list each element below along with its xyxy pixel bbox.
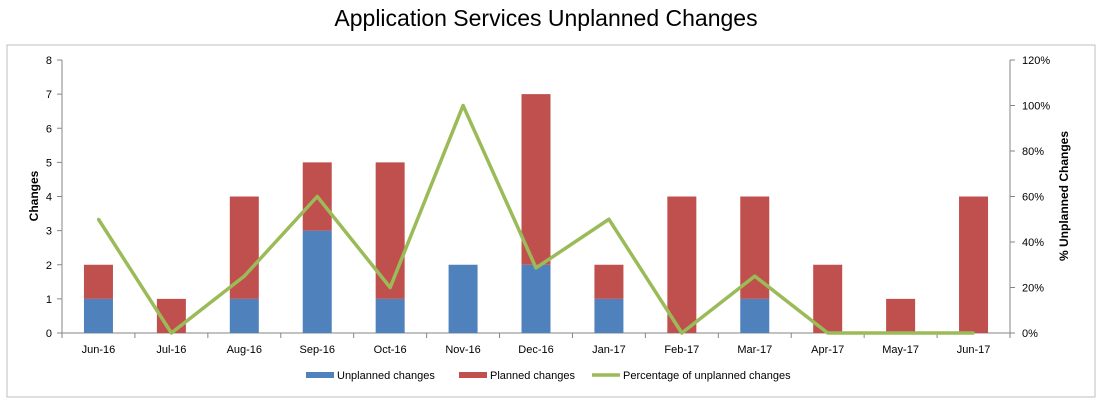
x-tick-label: Feb-17 [664,344,699,356]
legend-label: Percentage of unplanned changes [623,370,791,382]
y2-tick-label: 120% [1022,55,1050,67]
x-tick-label: Apr-17 [811,344,844,356]
bar-planned-changes [959,196,989,333]
legend-swatch [306,372,334,378]
percentage-point [388,286,392,289]
percentage-point [315,195,319,198]
percentage-point [680,331,684,335]
bar-unplanned-changes [229,298,259,333]
percentage-point [972,331,976,335]
bar-unplanned-changes [740,298,770,333]
y-axis-title: Changes [27,170,41,221]
y-tick-label: 4 [46,192,52,204]
legend: Unplanned changes Planned changes Percenta… [306,370,791,382]
bar-planned-changes [667,196,697,333]
bar-planned-changes [83,264,113,299]
y-tick-label: 7 [46,89,52,101]
y2-tick-label: 80% [1022,146,1044,158]
y-tick-label: 6 [46,123,52,135]
bar-planned-changes [521,94,551,265]
x-tick-label: Jan-17 [592,344,626,356]
y2-tick-label: 0% [1022,328,1038,340]
legend-swatch [459,372,487,378]
percentage-point [753,274,757,278]
bar-unplanned-changes [448,264,478,333]
y2-tick-label: 20% [1022,283,1044,295]
bar-unplanned-changes [521,264,551,333]
legend-label: Unplanned changes [337,370,435,382]
y-tick-label: 8 [46,55,52,67]
y-tick-label: 3 [46,226,52,238]
percentage-point [96,217,100,221]
bar-planned-changes [813,264,843,333]
bar-unplanned-changes [375,298,405,333]
x-tick-label: Nov-16 [445,344,480,356]
chart-title: Application Services Unplanned Changes [334,5,757,31]
bar-unplanned-changes [594,298,624,333]
x-tick-label: May-17 [882,344,919,356]
x-tick-label: Jun-17 [957,344,991,356]
bar-planned-changes [375,162,405,299]
y-tick-label: 0 [46,328,52,340]
x-tick-label: Oct-16 [374,344,407,356]
y2-tick-label: 40% [1022,237,1044,249]
percentage-point [169,331,173,335]
x-tick-label: Jun-16 [82,344,116,356]
y-tick-label: 5 [46,157,52,169]
percentage-point [242,274,246,278]
percentage-point [826,331,830,335]
percentage-point [607,217,611,221]
y-tick-label: 1 [46,294,52,306]
bar-planned-changes [594,264,624,299]
y2-axis-title: % Unplanned Changes [1057,131,1071,261]
bar-planned-changes [886,298,916,333]
y2-tick-label: 100% [1022,101,1050,113]
y-tick-label: 2 [46,260,52,272]
y2-tick-label: 60% [1022,192,1044,204]
x-tick-label: Aug-16 [227,344,262,356]
percentage-point [899,331,903,335]
chart-border [6,44,1096,398]
x-tick-label: Mar-17 [737,344,772,356]
x-tick-label: Dec-16 [518,344,553,356]
x-tick-label: Sep-16 [299,344,334,356]
percentage-point [534,266,538,270]
legend-label: Planned changes [490,370,576,382]
bar-unplanned-changes [83,298,113,333]
percentage-point [461,104,465,107]
x-tick-label: Jul-16 [156,344,186,356]
bar-unplanned-changes [302,230,332,333]
